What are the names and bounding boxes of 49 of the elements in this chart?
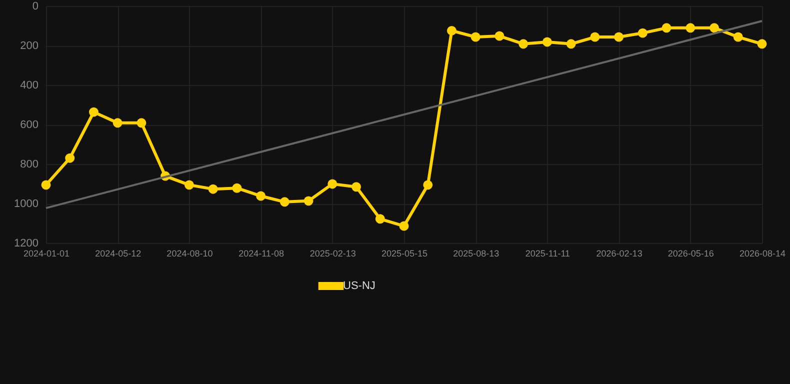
x-tick-label: 2024-01-01 xyxy=(23,248,70,258)
point xyxy=(256,191,266,201)
point xyxy=(446,26,456,36)
y-tick-label: 600 xyxy=(20,119,38,131)
point xyxy=(375,214,385,224)
point xyxy=(470,32,480,42)
x-tick-label: 2025-02-13 xyxy=(310,248,356,258)
point xyxy=(232,183,242,193)
x-tick-label: 2025-11-11 xyxy=(525,248,570,258)
y-tick-label: 200 xyxy=(20,40,38,52)
y-tick-label: 400 xyxy=(20,80,38,92)
point xyxy=(590,32,600,42)
point xyxy=(208,184,218,194)
point xyxy=(662,23,672,33)
legend-label: US-NJ xyxy=(343,280,376,292)
point xyxy=(280,197,290,207)
y-tick-label: 1200 xyxy=(14,238,38,250)
point xyxy=(757,39,767,49)
x-tick-label: 2025-08-13 xyxy=(453,248,500,258)
point xyxy=(399,221,409,231)
y-tick-label: 0 xyxy=(32,0,38,12)
point xyxy=(328,179,338,189)
point xyxy=(65,153,75,163)
point xyxy=(566,39,576,49)
point xyxy=(614,32,624,42)
x-tick-label: 2024-05-12 xyxy=(95,248,142,258)
point xyxy=(494,31,504,41)
point xyxy=(542,37,552,47)
point xyxy=(88,107,98,117)
point xyxy=(710,23,720,33)
x-tick-label: 2026-05-16 xyxy=(668,248,714,258)
y-tick-label: 1000 xyxy=(14,198,38,210)
point xyxy=(518,39,528,49)
point xyxy=(112,118,122,128)
x-tick-label: 2026-08-14 xyxy=(739,248,786,258)
point xyxy=(638,28,648,38)
x-tick-label: 2025-05-15 xyxy=(381,248,428,258)
point xyxy=(136,118,146,128)
x-tick-label: 2024-11-08 xyxy=(238,248,284,258)
point xyxy=(733,32,743,42)
point xyxy=(423,180,433,190)
point xyxy=(304,196,314,206)
x-tick-label: 2024-08-10 xyxy=(166,248,213,258)
point xyxy=(41,180,51,190)
point xyxy=(184,180,194,190)
point xyxy=(686,23,696,33)
x-tick-label: 2026-02-13 xyxy=(596,248,642,258)
y-tick-label: 800 xyxy=(20,158,38,170)
point xyxy=(352,182,362,192)
